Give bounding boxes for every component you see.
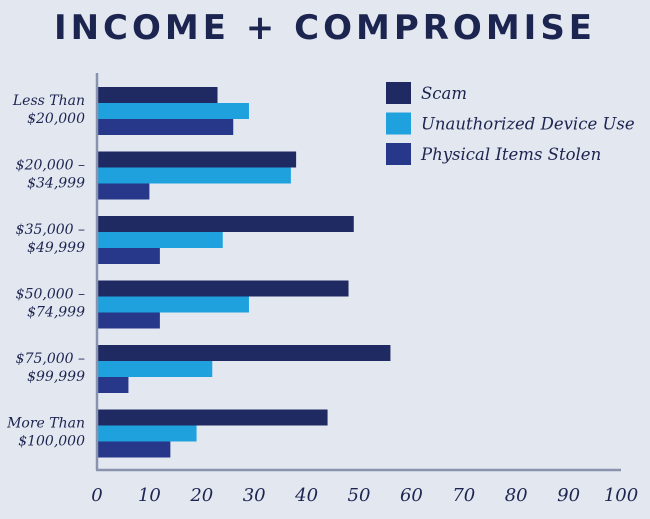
x-tick-label-10: 10 [138,485,161,506]
x-tick-label-70: 70 [452,485,475,506]
x-tick-label-80: 80 [505,485,528,506]
bar-unauthorized-device-use-5 [97,425,197,442]
legend-label-1: Unauthorized Device Use [421,115,635,134]
bars-group [97,87,391,458]
x-tick-label-50: 50 [348,485,371,506]
category-label-4-line-1: $99,999 [27,369,85,385]
legend-label-0: Scam [421,84,467,103]
category-label-5-line-0: More Than [6,416,85,432]
category-label-3-line-1: $74,999 [27,305,85,321]
category-label-2-line-1: $49,999 [27,240,85,256]
x-tick-label-30: 30 [243,485,266,506]
bar-physical-items-stolen-0 [97,119,234,135]
bar-physical-items-stolen-5 [97,441,171,458]
x-tick-label-100: 100 [604,485,638,506]
bar-scam-0 [97,87,218,103]
chart-title: INCOME + COMPROMISE [53,8,597,48]
category-label-1-line-1: $34,999 [27,176,85,192]
category-label-2-line-0: $35,000 – [16,222,85,238]
category-label-0-line-1: $20,000 [27,111,85,127]
bar-unauthorized-device-use-1 [97,167,291,184]
bar-unauthorized-device-use-3 [97,296,249,313]
legend-label-2: Physical Items Stolen [420,145,601,164]
x-tick-labels: 0 10 20 30 40 50 60 70 80 90 100 [91,485,638,506]
legend-swatch-2 [386,143,411,165]
x-tick-label-90: 90 [557,485,580,506]
bar-scam-2 [97,216,354,232]
bar-physical-items-stolen-1 [97,183,150,200]
category-label-4-line-0: $75,000 – [16,351,85,367]
category-label-1-line-0: $20,000 – [16,158,85,174]
x-tick-label-60: 60 [400,485,423,506]
category-labels: Less Than $20,000 $20,000 – $34,999 $35,000 … [6,93,85,450]
x-tick-label-40: 40 [294,485,318,506]
bar-scam-5 [97,409,328,426]
x-tick-label-20: 20 [189,485,213,506]
category-label-3-line-0: $50,000 – [16,287,85,303]
bar-unauthorized-device-use-4 [97,361,213,377]
bar-physical-items-stolen-3 [97,312,160,329]
bar-physical-items-stolen-2 [97,248,160,264]
bar-physical-items-stolen-4 [97,377,129,393]
x-tick-label-0: 0 [91,485,102,506]
bar-scam-1 [97,151,297,168]
category-label-0-line-0: Less Than [12,93,85,109]
category-label-5-line-1: $100,000 [18,434,85,450]
legend: Scam Unauthorized Device Use Physical Item… [386,82,635,165]
legend-swatch-1 [386,112,411,135]
bar-unauthorized-device-use-0 [97,103,249,119]
bar-unauthorized-device-use-2 [97,232,223,248]
bar-scam-4 [97,345,391,361]
bar-scam-3 [97,280,349,297]
legend-swatch-0 [386,82,411,104]
